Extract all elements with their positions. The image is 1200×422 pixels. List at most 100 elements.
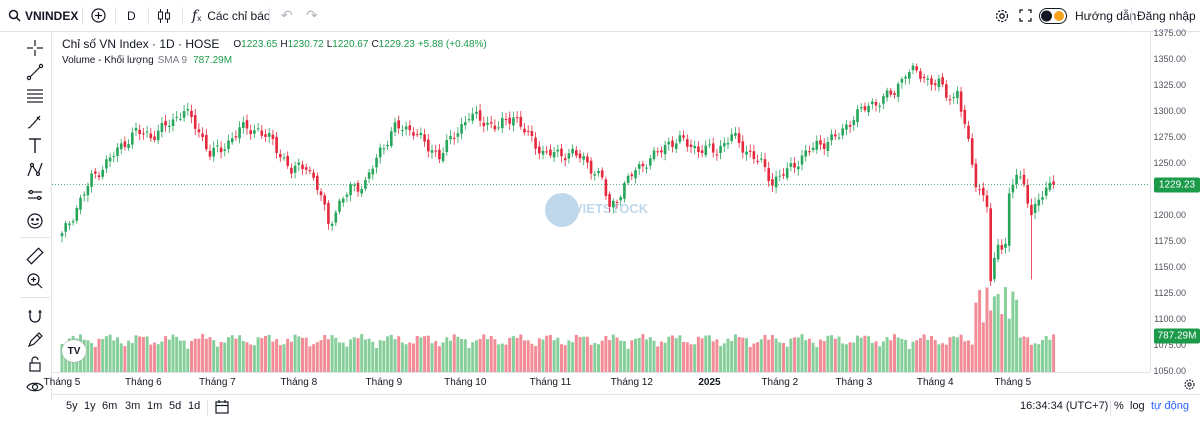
candle-body [515, 117, 519, 119]
watermark-text: VIETSTOCK [574, 201, 649, 216]
candle [275, 131, 278, 159]
candle-body [530, 131, 534, 137]
volume-bar [304, 337, 308, 372]
symbol-search[interactable]: VNINDEX [8, 0, 78, 31]
candle-body [963, 109, 967, 124]
measure-tool[interactable] [22, 183, 48, 207]
candle [549, 144, 552, 159]
candle-body [242, 122, 245, 128]
axis-settings-button[interactable] [1180, 375, 1198, 393]
time-axis[interactable]: Tháng 5 Tháng 6 Tháng 7 Tháng 8 Tháng 9 Tháng… [44, 372, 1195, 394]
volume-bar [256, 337, 260, 372]
percent-toggle[interactable]: % [1114, 400, 1124, 412]
volume-bar [859, 337, 863, 372]
candle-body [541, 150, 545, 155]
interval-button[interactable]: D [127, 8, 136, 23]
auto-toggle[interactable]: tự động [1151, 400, 1189, 412]
volume-bar [944, 344, 948, 372]
candle [386, 140, 389, 151]
range-5d[interactable]: 5d [169, 400, 182, 412]
range-5y[interactable]: 5y [66, 400, 78, 412]
candlestick-chart[interactable]: VIETSTOCK [52, 32, 1150, 372]
redo-button[interactable]: ↷ [306, 0, 318, 31]
candle-body [293, 165, 297, 173]
candle [741, 135, 745, 159]
guide-link[interactable]: Hướng dẫn [1075, 8, 1137, 23]
volume-bar [230, 335, 234, 372]
candle [193, 108, 197, 135]
fib-tool[interactable] [22, 84, 48, 108]
visibility-tool[interactable] [22, 375, 48, 399]
range-1m[interactable]: 1m [147, 400, 163, 412]
candle-body [974, 163, 978, 188]
candle [105, 155, 108, 173]
volume-bar [1018, 337, 1022, 372]
volume-bar [497, 344, 501, 372]
volume-bar [452, 334, 456, 372]
volume-bar [737, 336, 741, 372]
chart-type-button[interactable] [157, 0, 171, 31]
log-toggle[interactable]: log [1130, 400, 1145, 412]
candle [974, 158, 978, 192]
candle-body [756, 160, 759, 162]
candle-body [526, 130, 530, 132]
candle-body [915, 66, 918, 71]
candle [734, 127, 737, 139]
theme-toggle[interactable] [1039, 0, 1067, 31]
range-3m[interactable]: 3m [125, 400, 141, 412]
candle-body [637, 164, 641, 169]
compare-button[interactable] [91, 0, 106, 31]
volume-bar [130, 343, 134, 372]
tv-logo[interactable]: TV [62, 340, 86, 362]
volume-bar [408, 342, 412, 372]
volume-bar [341, 342, 345, 372]
candle-body [304, 167, 308, 170]
volume-bar [500, 343, 504, 372]
candle-body [623, 183, 626, 199]
chart-pane[interactable]: VIETSTOCK TV [52, 32, 1150, 372]
candle [889, 87, 893, 97]
draw-mode-tool[interactable] [22, 328, 48, 352]
lock-tool[interactable] [22, 352, 48, 376]
candle-body [338, 200, 341, 212]
divider [207, 400, 208, 416]
fullscreen-button[interactable] [1019, 0, 1032, 31]
volume-bar [127, 340, 131, 372]
brush-tool[interactable] [22, 110, 48, 134]
text-tool[interactable] [22, 134, 48, 158]
zoom-tool[interactable] [22, 269, 48, 293]
candle [571, 144, 574, 157]
goto-date-button[interactable] [214, 399, 230, 418]
volume-bar [534, 346, 538, 372]
candle [1026, 178, 1029, 209]
y-tick-label: 1150.00 [1154, 262, 1186, 272]
range-1y[interactable]: 1y [84, 400, 96, 412]
candle-body [649, 158, 652, 166]
volume-bar [767, 339, 771, 372]
range-1d[interactable]: 1d [188, 400, 201, 412]
candle [290, 163, 293, 179]
volume-bar [1044, 335, 1048, 372]
pattern-tool[interactable] [22, 158, 48, 182]
login-link[interactable]: Đăng nhập [1137, 8, 1196, 23]
candle [127, 139, 130, 151]
ruler-tool[interactable] [22, 244, 48, 268]
magnet-tool[interactable] [22, 304, 48, 328]
settings-button[interactable] [994, 0, 1010, 31]
volume-bar [589, 344, 593, 372]
candle-body [382, 148, 386, 150]
candle-body [275, 136, 278, 153]
price-axis[interactable]: 1375.00 1350.00 1325.00 1300.00 1275.00 1250.… [1150, 28, 1200, 376]
candle-body [319, 191, 323, 196]
volume-bar [382, 340, 386, 372]
icon-tool[interactable] [22, 209, 48, 233]
candle [223, 143, 227, 157]
range-6m[interactable]: 6m [102, 400, 118, 412]
candle [885, 87, 889, 102]
candle-body [327, 202, 330, 224]
candle [778, 169, 782, 182]
crosshair-tool[interactable] [22, 36, 48, 60]
trendline-tool[interactable] [22, 60, 48, 84]
undo-button[interactable]: ↶ [281, 0, 293, 31]
